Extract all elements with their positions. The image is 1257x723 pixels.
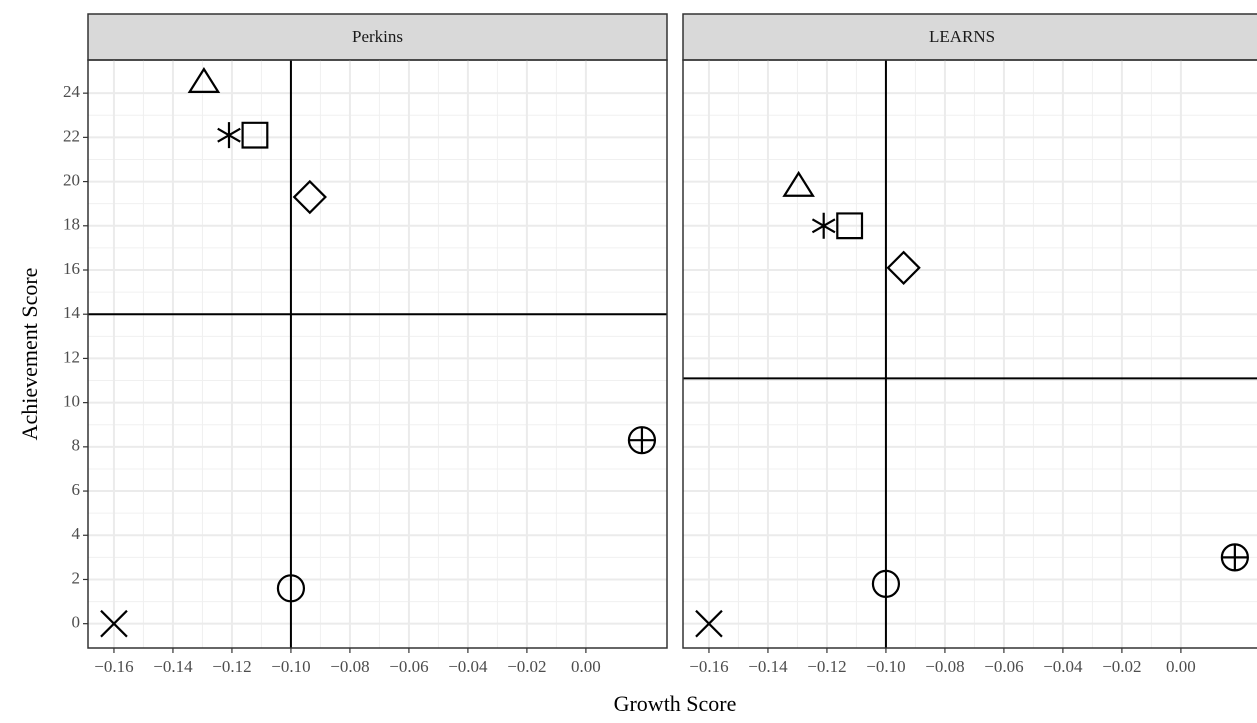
x-tick-label: −0.16 bbox=[94, 657, 133, 676]
y-tick-label: 12 bbox=[63, 347, 80, 366]
x-tick-label: −0.12 bbox=[212, 657, 251, 676]
x-axis-label: Growth Score bbox=[614, 691, 737, 716]
y-tick-label: 2 bbox=[72, 568, 81, 587]
y-tick-label: 8 bbox=[72, 436, 81, 455]
point bbox=[276, 574, 306, 603]
point bbox=[292, 179, 327, 215]
y-tick-label: 18 bbox=[63, 215, 80, 234]
x-tick-label: −0.06 bbox=[389, 657, 428, 676]
point bbox=[100, 609, 128, 638]
x-tick-label: −0.06 bbox=[984, 657, 1023, 676]
point bbox=[1220, 543, 1249, 572]
point bbox=[241, 121, 269, 149]
point bbox=[811, 212, 836, 239]
x-tick-label: −0.16 bbox=[689, 657, 728, 676]
x-tick-label: −0.02 bbox=[1102, 657, 1141, 676]
x-tick-label: −0.10 bbox=[866, 657, 905, 676]
x-tick-label: −0.08 bbox=[925, 657, 964, 676]
strip-title: Perkins bbox=[352, 27, 403, 46]
point bbox=[187, 67, 221, 93]
x-tick-label: −0.14 bbox=[748, 657, 788, 676]
x-tick-label: −0.02 bbox=[507, 657, 546, 676]
strip-title: LEARNS bbox=[929, 27, 995, 46]
x-tick-label: −0.08 bbox=[330, 657, 369, 676]
y-tick-label: 10 bbox=[63, 392, 80, 411]
x-tick-label: −0.12 bbox=[807, 657, 846, 676]
point bbox=[217, 122, 241, 149]
x-tick-label: −0.14 bbox=[153, 657, 193, 676]
panel-background bbox=[88, 60, 667, 648]
y-tick-label: 20 bbox=[63, 170, 80, 189]
point bbox=[695, 609, 723, 638]
y-tick-label: 22 bbox=[63, 126, 80, 145]
y-tick-label: 14 bbox=[63, 303, 81, 322]
y-tick-label: 0 bbox=[72, 613, 81, 632]
point bbox=[886, 250, 921, 285]
y-tick-label: 16 bbox=[63, 259, 80, 278]
y-tick-label: 24 bbox=[63, 82, 81, 101]
y-tick-label: 4 bbox=[72, 524, 81, 543]
point bbox=[836, 212, 864, 240]
y-axis-label: Achievement Score bbox=[17, 268, 42, 441]
point bbox=[782, 170, 815, 197]
x-tick-label: 0.00 bbox=[1166, 657, 1196, 676]
panel-border bbox=[682, 59, 1257, 649]
panel: LEARNS −0.16 −0.14 −0.12 −0.10 −0.08 −0.06 −0.0… bbox=[682, 13, 1257, 676]
strip-background bbox=[682, 13, 1257, 61]
x-tick-label: −0.10 bbox=[271, 657, 310, 676]
x-tick-label: 0.00 bbox=[571, 657, 601, 676]
point bbox=[871, 569, 901, 598]
x-tick-label: −0.04 bbox=[448, 657, 488, 676]
strip-background bbox=[87, 13, 668, 61]
point bbox=[627, 426, 657, 455]
panel-border bbox=[87, 59, 668, 649]
x-tick-label: −0.04 bbox=[1043, 657, 1083, 676]
y-tick-label: 6 bbox=[72, 480, 81, 499]
panel-background bbox=[683, 60, 1257, 648]
